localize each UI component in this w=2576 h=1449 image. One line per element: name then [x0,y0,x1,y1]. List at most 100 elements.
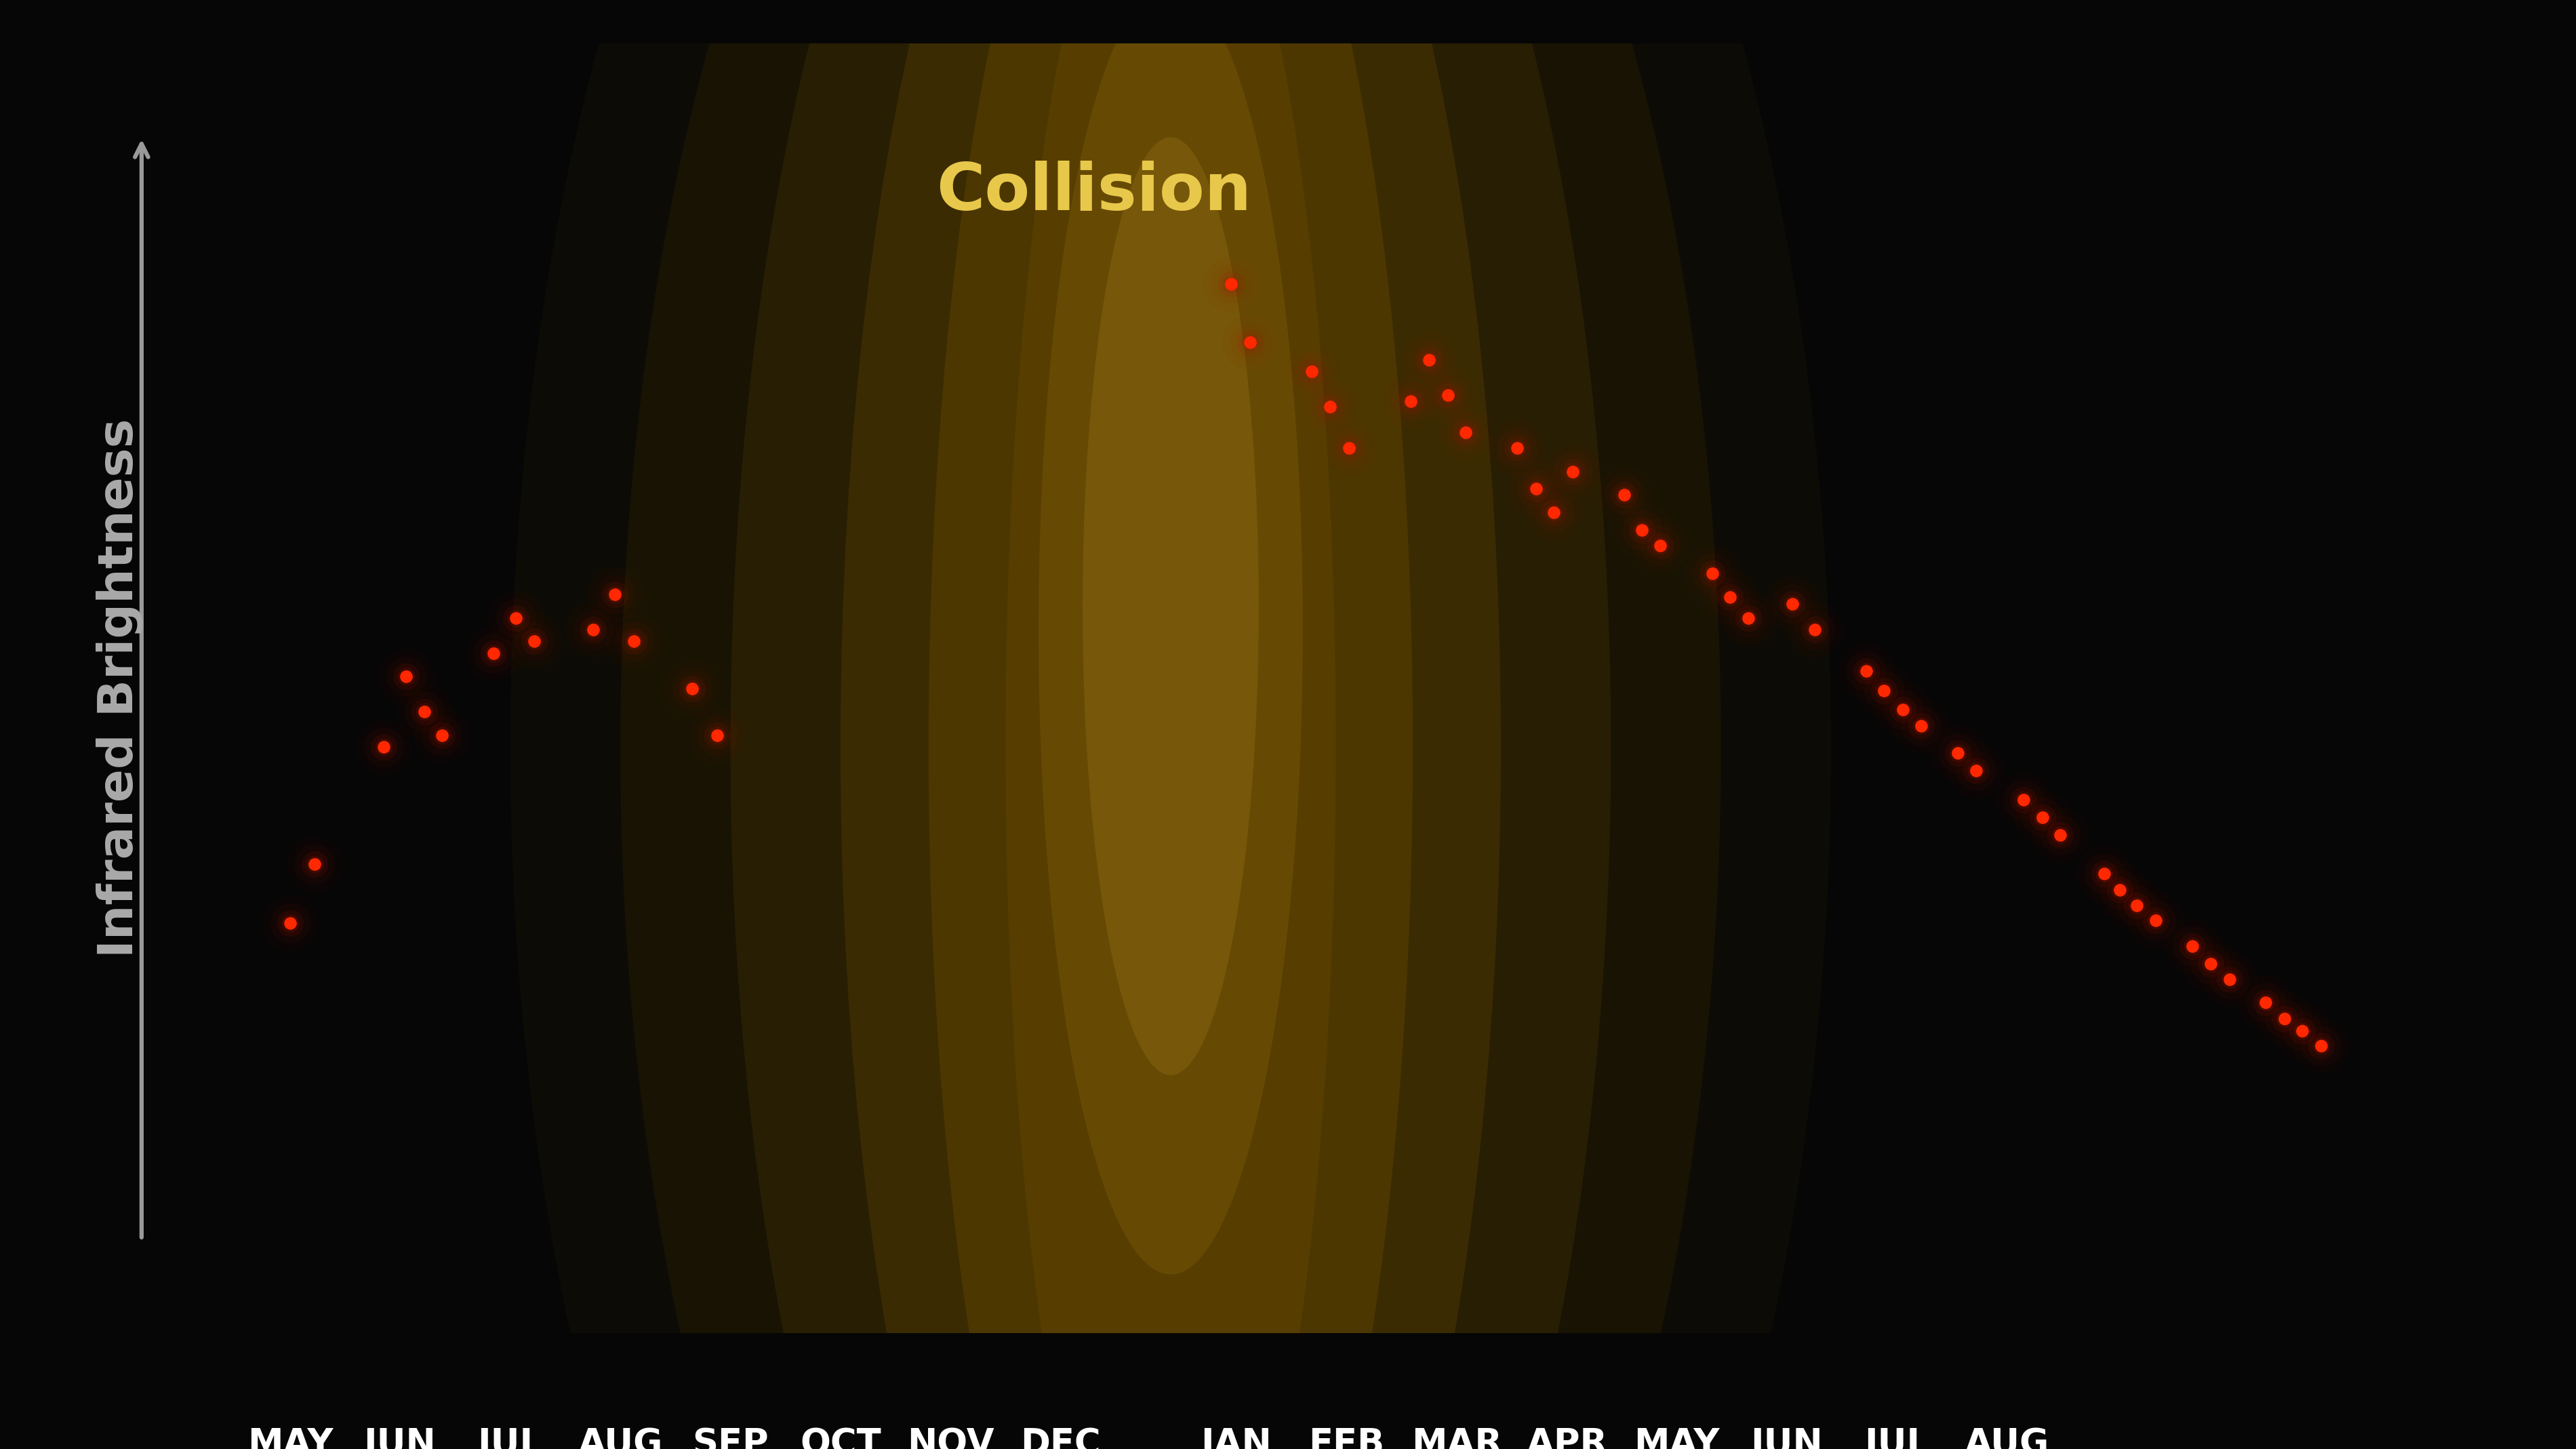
Point [1641,533,1682,556]
Point [495,606,536,629]
Point [572,619,613,642]
Text: MAY: MAY [1633,1427,1721,1449]
Point [513,630,554,653]
Point [2190,952,2231,975]
Point [572,619,613,642]
Point [2084,862,2125,885]
Point [1229,330,1270,354]
Point [2136,909,2177,932]
Point [2246,991,2287,1014]
Point [1515,477,1556,500]
Point [1497,436,1538,459]
Point [294,852,335,875]
Point [1551,459,1592,483]
Point [1862,680,1904,703]
Point [1329,436,1370,459]
Point [2282,1019,2324,1042]
Point [672,677,714,700]
Point [386,665,428,688]
Point [1901,714,1942,738]
Point [1497,436,1538,459]
Point [613,630,654,653]
Point [1620,519,1662,542]
Point [2208,968,2249,991]
Point [2208,968,2249,991]
Point [1533,501,1574,525]
Point [1692,562,1734,585]
Point [2264,1007,2306,1030]
Point [2282,1019,2324,1042]
Point [513,630,554,653]
Point [1620,519,1662,542]
Point [1844,659,1886,682]
Point [270,911,312,935]
Point [1955,759,1996,782]
Point [2099,878,2141,901]
Text: Collision: Collision [935,161,1252,223]
Point [2084,862,2125,885]
Point [1291,361,1332,384]
Point [1772,593,1814,616]
Point [1497,436,1538,459]
Point [1409,348,1450,371]
Point [1641,533,1682,556]
Point [1291,361,1332,384]
Point [1883,698,1924,722]
Point [2246,991,2287,1014]
Point [1937,742,1978,765]
Point [474,642,515,665]
Point [1291,361,1332,384]
Point [1309,396,1350,419]
Point [1602,483,1643,506]
Point [2190,952,2231,975]
Point [1533,501,1574,525]
Point [672,677,714,700]
Point [1391,390,1432,413]
Point [2004,788,2045,811]
Point [2246,991,2287,1014]
Point [1602,483,1643,506]
Point [1692,562,1734,585]
Point [1329,436,1370,459]
Point [2040,823,2081,846]
Point [1551,459,1592,483]
Text: JUN: JUN [363,1427,435,1449]
Point [1211,272,1252,296]
Text: JUN: JUN [1752,1427,1824,1449]
Text: SEP: SEP [693,1427,768,1449]
Point [1427,384,1468,407]
Point [1710,585,1752,609]
Point [1551,459,1592,483]
Point [1533,501,1574,525]
Point [270,911,312,935]
Ellipse shape [1038,0,1303,1275]
Point [1291,361,1332,384]
Point [1551,459,1592,483]
Point [1515,477,1556,500]
Text: MAR: MAR [1412,1427,1502,1449]
Point [2117,894,2159,917]
Point [1602,483,1643,506]
Point [1229,330,1270,354]
Point [1772,593,1814,616]
Point [1515,477,1556,500]
Point [1728,606,1770,629]
Point [1533,501,1574,525]
Point [2084,862,2125,885]
Point [1427,384,1468,407]
Point [2208,968,2249,991]
Point [1728,606,1770,629]
Point [1793,619,1834,642]
Point [1844,659,1886,682]
Point [1844,659,1886,682]
Point [1937,742,1978,765]
Point [572,619,613,642]
Point [1211,272,1252,296]
Point [2172,935,2213,958]
Point [1955,759,1996,782]
Point [1862,680,1904,703]
Point [1427,384,1468,407]
Point [1409,348,1450,371]
Point [2099,878,2141,901]
Ellipse shape [732,0,1610,1449]
